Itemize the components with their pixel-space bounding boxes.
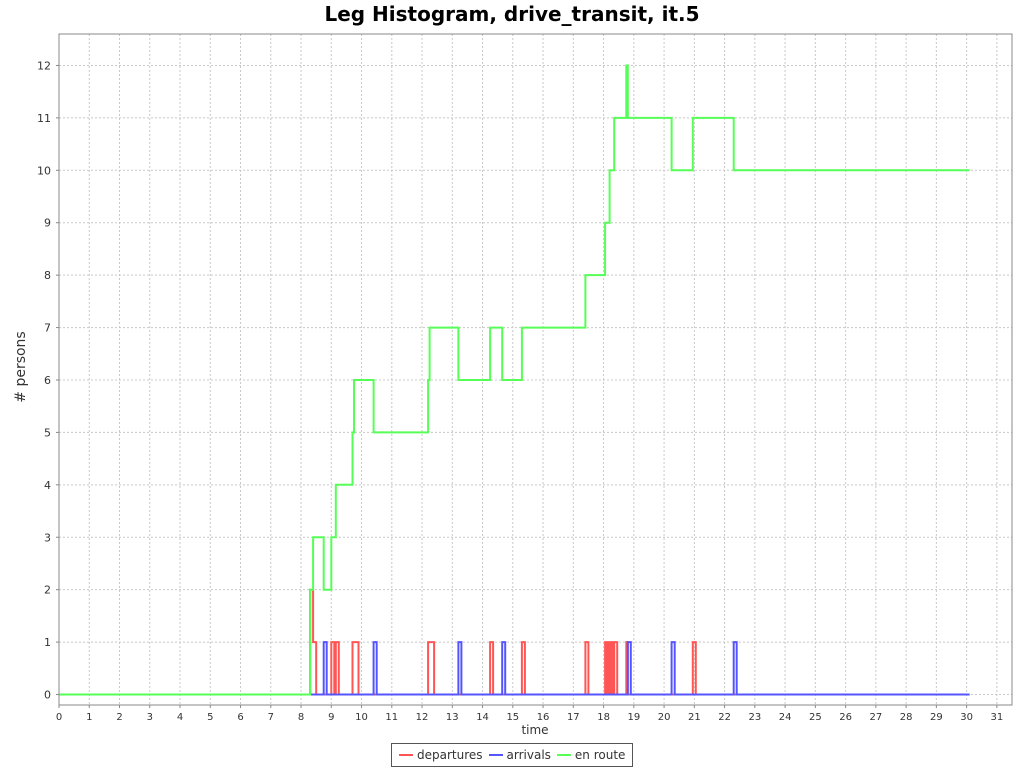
series-line-arrivals — [59, 641, 970, 696]
x-axis-label: time — [521, 723, 548, 737]
x-tick-label: 9 — [328, 712, 334, 723]
y-tick-label: 6 — [44, 374, 51, 387]
x-tick-label: 0 — [56, 712, 62, 723]
x-tick-label: 26 — [839, 712, 852, 723]
series-line-departures — [59, 588, 970, 696]
x-tick-label: 19 — [627, 712, 640, 723]
y-tick-label: 4 — [44, 479, 51, 492]
x-tick-label: 6 — [237, 712, 243, 723]
x-tick-label: 12 — [416, 712, 429, 723]
x-tick-label: 31 — [991, 712, 1004, 723]
x-tick-label: 28 — [900, 712, 913, 723]
y-tick-label: 5 — [44, 426, 51, 439]
y-tick-label: 3 — [44, 531, 51, 544]
y-tick-label: 11 — [37, 112, 51, 125]
x-tick-label: 16 — [537, 712, 550, 723]
chart-title: Leg Histogram, drive_transit, it.5 — [324, 2, 700, 26]
x-tick-label: 18 — [597, 712, 610, 723]
x-tick-label: 30 — [960, 712, 973, 723]
x-tick-label: 1 — [86, 712, 92, 723]
x-tick-label: 2 — [116, 712, 122, 723]
series-lines — [59, 64, 970, 696]
y-tick-label: 2 — [44, 584, 51, 597]
legend-swatch-arrivals — [488, 754, 503, 756]
y-tick-label: 9 — [44, 217, 51, 230]
x-tick-label: 20 — [658, 712, 671, 723]
series-line-en-route — [59, 64, 970, 696]
y-tick-label: 12 — [37, 59, 51, 72]
y-axis-label: # persons — [13, 331, 29, 402]
legend-label-arrivals: arrivals — [506, 748, 551, 762]
y-tick-label: 1 — [44, 636, 51, 649]
x-tick-label: 3 — [147, 712, 153, 723]
y-tick-label: 7 — [44, 322, 51, 335]
x-tick-label: 5 — [207, 712, 213, 723]
legend: departures arrivals en route — [391, 743, 634, 767]
plot-area: 0 1 2 3 4 5 6 7 8 9 10 11 12 13 14 15 16 17 18 19 20 21 22 23 24… — [13, 33, 1013, 737]
x-tick-label: 11 — [385, 712, 398, 723]
y-tick-label: 10 — [37, 164, 51, 177]
x-tick-label: 22 — [718, 712, 731, 723]
x-tick-label: 13 — [446, 712, 459, 723]
legend-item-departures: departures — [399, 748, 483, 762]
x-tick-label: 17 — [567, 712, 580, 723]
x-tick-label: 14 — [476, 712, 489, 723]
legend-item-arrivals: arrivals — [488, 748, 551, 762]
x-tick-label: 24 — [779, 712, 792, 723]
plot-frame — [58, 33, 1013, 706]
legend-item-en-route: en route — [556, 748, 626, 762]
legend-swatch-en-route — [556, 754, 571, 756]
x-tick-label: 25 — [809, 712, 822, 723]
grid-lines — [59, 34, 1012, 705]
x-tick-label: 23 — [748, 712, 761, 723]
x-tick-label: 10 — [355, 712, 368, 723]
x-axis-ticks: 0 1 2 3 4 5 6 7 8 9 10 11 12 13 14 15 16 17 18 19 20 21 22 23 24… — [56, 705, 1003, 723]
x-tick-label: 8 — [298, 712, 304, 723]
x-tick-label: 15 — [506, 712, 519, 723]
x-tick-label: 27 — [869, 712, 882, 723]
x-tick-label: 7 — [268, 712, 274, 723]
legend-label-en-route: en route — [574, 748, 626, 762]
x-tick-label: 29 — [930, 712, 943, 723]
x-tick-label: 21 — [688, 712, 701, 723]
legend-swatch-departures — [399, 754, 413, 756]
y-tick-label: 8 — [44, 269, 51, 282]
x-tick-label: 4 — [177, 712, 183, 723]
y-tick-label: 0 — [44, 689, 51, 702]
legend-label-departures: departures — [417, 748, 483, 762]
